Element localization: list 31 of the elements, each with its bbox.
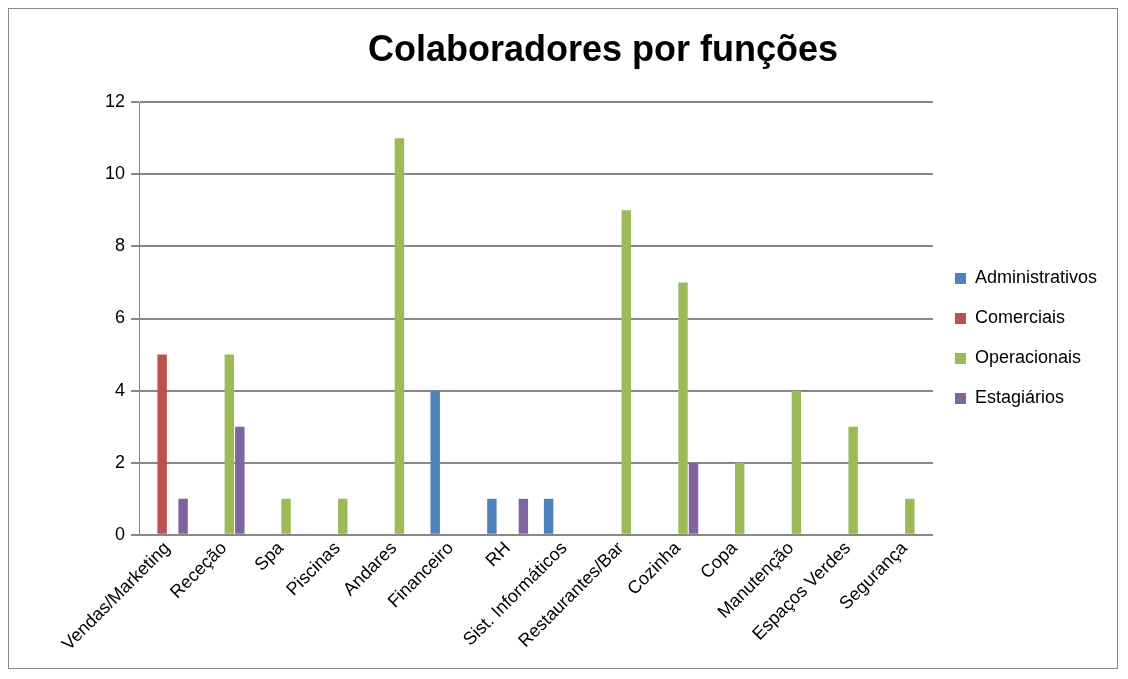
bar (688, 462, 699, 534)
legend-label: Operacionais (974, 347, 1082, 368)
y-tick-label: 0 (115, 523, 126, 544)
bar (430, 390, 440, 534)
y-tick-label: 10 (104, 163, 126, 184)
bar (905, 498, 915, 534)
bar (338, 498, 348, 534)
bar (394, 138, 405, 534)
legend-label: Comerciais (974, 307, 1065, 328)
y-tick-label: 6 (115, 307, 126, 328)
y-tick-label: 12 (104, 91, 126, 112)
legend-label: Administrativos (974, 267, 1098, 288)
bar (281, 498, 291, 534)
y-tick-label: 8 (115, 235, 126, 256)
bar (791, 390, 802, 534)
bar (543, 498, 554, 534)
bar (178, 498, 188, 534)
bar (157, 354, 167, 534)
legend-label: Estagiários (974, 387, 1065, 408)
bar (224, 354, 235, 534)
x-tick-label: Spa (250, 536, 288, 575)
bar (678, 282, 688, 534)
bar (621, 210, 632, 534)
chart-title: Colaboradores por funções (367, 27, 839, 69)
bar (735, 462, 745, 534)
bar (235, 426, 245, 534)
y-tick-label: 4 (115, 379, 126, 400)
bar (518, 498, 529, 534)
bar (848, 426, 858, 534)
bar (487, 498, 497, 534)
y-tick-label: 2 (115, 451, 126, 472)
